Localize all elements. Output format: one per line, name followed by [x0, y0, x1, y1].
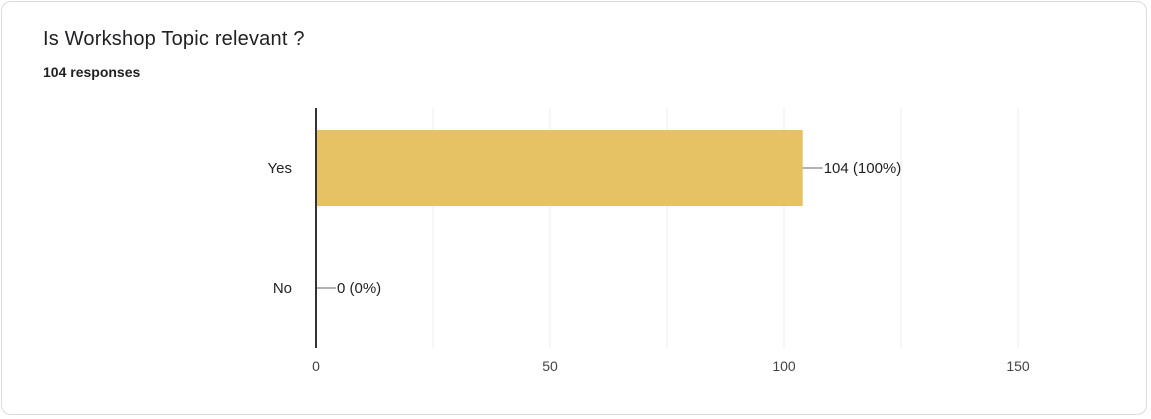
x-tick-label: 0	[312, 358, 320, 374]
category-label: No	[273, 280, 292, 297]
x-tick-label: 150	[1006, 358, 1030, 374]
response-count: 104 responses	[43, 64, 141, 80]
data-label: 104 (100%)	[824, 160, 902, 177]
chart-title: Is Workshop Topic relevant ?	[43, 28, 305, 50]
category-label: Yes	[268, 160, 292, 177]
x-tick-label: 100	[772, 358, 796, 374]
x-tick-label: 50	[542, 358, 558, 374]
data-label: 0 (0%)	[337, 280, 381, 297]
bar-yes	[316, 130, 803, 206]
